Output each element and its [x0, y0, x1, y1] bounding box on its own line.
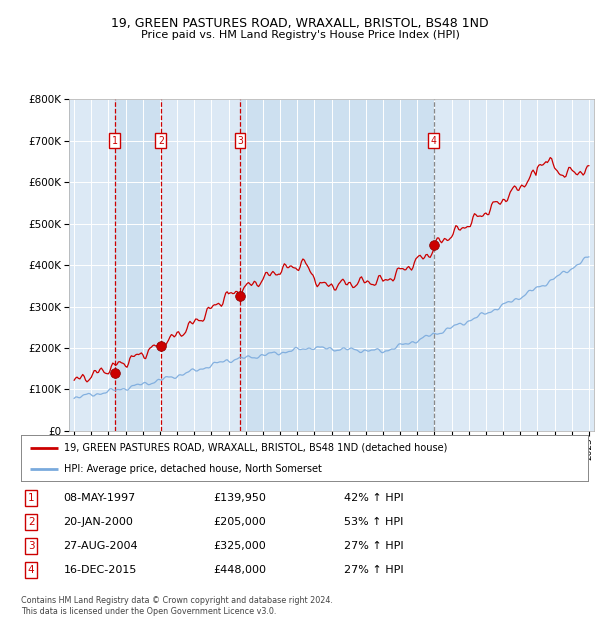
Text: 42% ↑ HPI: 42% ↑ HPI: [344, 494, 404, 503]
Text: 16-DEC-2015: 16-DEC-2015: [64, 565, 137, 575]
Text: 27% ↑ HPI: 27% ↑ HPI: [344, 541, 404, 551]
Text: HPI: Average price, detached house, North Somerset: HPI: Average price, detached house, Nort…: [64, 464, 322, 474]
Text: 53% ↑ HPI: 53% ↑ HPI: [344, 517, 404, 528]
Text: 1: 1: [112, 136, 118, 146]
Bar: [74, 99, 115, 431]
Text: 4: 4: [28, 565, 35, 575]
Text: 27% ↑ HPI: 27% ↑ HPI: [344, 565, 404, 575]
Text: 1: 1: [28, 494, 35, 503]
Text: Price paid vs. HM Land Registry's House Price Index (HPI): Price paid vs. HM Land Registry's House …: [140, 30, 460, 40]
Text: 2: 2: [158, 136, 164, 146]
Text: 08-MAY-1997: 08-MAY-1997: [64, 494, 136, 503]
Text: £205,000: £205,000: [214, 517, 266, 528]
Text: 4: 4: [431, 136, 437, 146]
Bar: [240, 99, 434, 431]
Text: £448,000: £448,000: [214, 565, 267, 575]
Text: £139,950: £139,950: [214, 494, 266, 503]
Text: 27-AUG-2004: 27-AUG-2004: [64, 541, 138, 551]
Bar: [434, 99, 594, 431]
Text: 19, GREEN PASTURES ROAD, WRAXALL, BRISTOL, BS48 1ND (detached house): 19, GREEN PASTURES ROAD, WRAXALL, BRISTO…: [64, 443, 447, 453]
Text: 3: 3: [237, 136, 243, 146]
Text: 2: 2: [28, 517, 35, 528]
Bar: [115, 99, 161, 431]
Text: 19, GREEN PASTURES ROAD, WRAXALL, BRISTOL, BS48 1ND: 19, GREEN PASTURES ROAD, WRAXALL, BRISTO…: [111, 17, 489, 30]
Text: 3: 3: [28, 541, 35, 551]
Bar: [161, 99, 240, 431]
Text: Contains HM Land Registry data © Crown copyright and database right 2024.
This d: Contains HM Land Registry data © Crown c…: [21, 596, 333, 616]
Text: 20-JAN-2000: 20-JAN-2000: [64, 517, 133, 528]
Text: £325,000: £325,000: [214, 541, 266, 551]
